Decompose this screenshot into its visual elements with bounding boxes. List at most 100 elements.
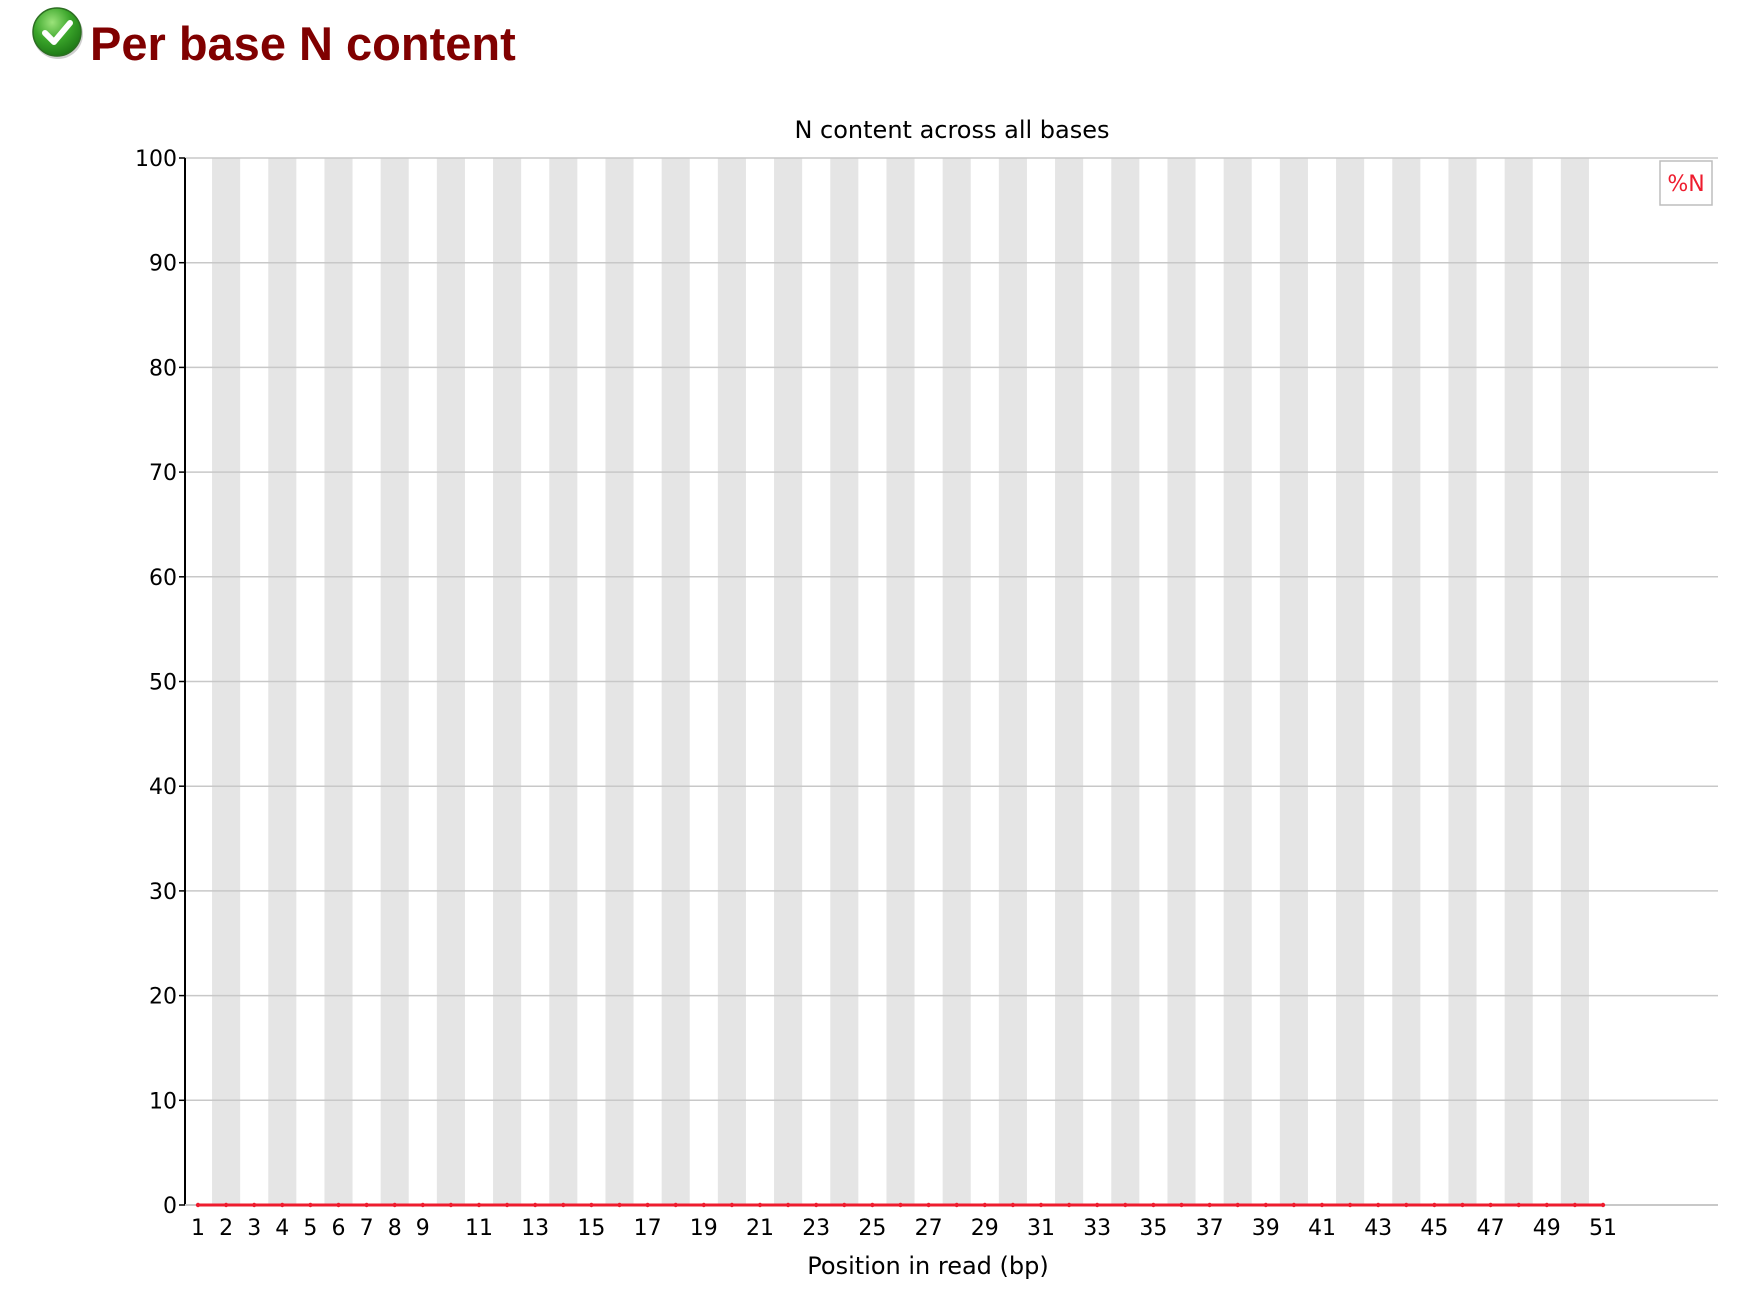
x-tick-label-5: 5 bbox=[303, 1216, 317, 1241]
x-tick-label-23: 23 bbox=[802, 1216, 830, 1241]
legend-label-n: %N bbox=[1667, 172, 1704, 197]
x-tick-label-13: 13 bbox=[521, 1216, 549, 1241]
y-tick-label-70: 70 bbox=[149, 461, 177, 486]
module-header: Per base N content bbox=[32, 6, 516, 76]
x-tick-label-2: 2 bbox=[219, 1216, 233, 1241]
data-point-17 bbox=[645, 1202, 650, 1208]
data-point-2 bbox=[223, 1202, 229, 1208]
x-axis-label: Position in read (bp) bbox=[807, 1252, 1048, 1280]
data-point-32 bbox=[1066, 1202, 1072, 1208]
x-tick-label-43: 43 bbox=[1364, 1216, 1392, 1241]
chart-container: 0 10 20 30 40 50 60 70 80 90 100 1 2 3 4 5 6 7 8 9 11 13 15 17… bbox=[0, 100, 1742, 1300]
data-point-6 bbox=[336, 1202, 341, 1208]
x-tick-label-33: 33 bbox=[1083, 1216, 1111, 1241]
x-tick-label-7: 7 bbox=[360, 1216, 374, 1241]
x-tick-label-45: 45 bbox=[1420, 1216, 1448, 1241]
data-point-31 bbox=[1038, 1202, 1044, 1208]
series-layer bbox=[195, 1202, 1606, 1208]
data-point-4 bbox=[280, 1202, 285, 1208]
data-point-20 bbox=[729, 1202, 735, 1208]
y-tick-label-50: 50 bbox=[149, 671, 177, 696]
x-tick-labels: 1 2 3 4 5 6 7 8 9 11 13 15 17 19 21 23 25 27 29 31 33 35 37 39 4… bbox=[191, 1216, 1617, 1241]
data-point-44 bbox=[1404, 1202, 1409, 1208]
data-point-10 bbox=[448, 1202, 454, 1208]
x-tick-label-49: 49 bbox=[1533, 1216, 1561, 1241]
x-tick-label-29: 29 bbox=[971, 1216, 999, 1241]
y-tick-label-60: 60 bbox=[149, 566, 177, 591]
x-tick-label-11: 11 bbox=[465, 1216, 493, 1241]
legend: %N bbox=[1659, 160, 1713, 206]
x-tick-label-37: 37 bbox=[1196, 1216, 1224, 1241]
x-tick-label-1: 1 bbox=[191, 1216, 205, 1241]
data-point-23 bbox=[814, 1202, 819, 1208]
check-circle-icon bbox=[32, 7, 83, 59]
data-point-5 bbox=[308, 1202, 313, 1208]
x-tick-label-19: 19 bbox=[690, 1216, 718, 1241]
x-tick-label-31: 31 bbox=[1027, 1216, 1055, 1241]
data-point-13 bbox=[533, 1202, 538, 1208]
y-tick-label-100: 100 bbox=[135, 147, 177, 172]
x-tick-label-35: 35 bbox=[1139, 1216, 1167, 1241]
data-point-33 bbox=[1095, 1202, 1100, 1208]
x-tick-label-47: 47 bbox=[1477, 1216, 1505, 1241]
x-tick-label-39: 39 bbox=[1252, 1216, 1280, 1241]
data-point-47 bbox=[1488, 1202, 1493, 1208]
x-tick-label-21: 21 bbox=[746, 1216, 774, 1241]
data-point-26 bbox=[898, 1202, 903, 1208]
x-tick-label-27: 27 bbox=[915, 1216, 943, 1241]
page-title: Per base N content bbox=[90, 17, 516, 70]
data-point-45 bbox=[1432, 1202, 1437, 1208]
data-point-16 bbox=[617, 1202, 622, 1208]
data-point-18 bbox=[673, 1202, 678, 1208]
data-point-1 bbox=[195, 1202, 201, 1208]
chart-title: N content across all bases bbox=[794, 116, 1109, 144]
data-point-12 bbox=[504, 1202, 510, 1208]
legend-box bbox=[1659, 160, 1713, 206]
y-tick-label-90: 90 bbox=[149, 252, 177, 277]
data-point-35 bbox=[1151, 1202, 1156, 1208]
x-tick-label-3: 3 bbox=[247, 1216, 261, 1241]
x-tick-label-51: 51 bbox=[1589, 1216, 1617, 1241]
data-point-49 bbox=[1544, 1202, 1550, 1208]
data-point-3 bbox=[252, 1202, 257, 1208]
x-tick-label-9: 9 bbox=[416, 1216, 430, 1241]
x-tick-label-25: 25 bbox=[858, 1216, 886, 1241]
y-tick-label-30: 30 bbox=[149, 880, 177, 905]
data-point-24 bbox=[842, 1202, 847, 1208]
data-point-25 bbox=[870, 1202, 875, 1208]
data-point-9 bbox=[420, 1202, 425, 1208]
data-point-8 bbox=[392, 1202, 397, 1208]
y-tick-label-20: 20 bbox=[149, 985, 177, 1010]
data-point-43 bbox=[1376, 1202, 1381, 1208]
data-point-46 bbox=[1460, 1202, 1465, 1208]
y-tick-label-80: 80 bbox=[149, 356, 177, 381]
data-point-21 bbox=[757, 1202, 763, 1208]
x-tick-label-8: 8 bbox=[388, 1216, 402, 1241]
x-tick-label-4: 4 bbox=[275, 1216, 289, 1241]
data-point-40 bbox=[1291, 1202, 1297, 1208]
y-tick-label-0: 0 bbox=[163, 1194, 177, 1219]
x-tick-label-17: 17 bbox=[634, 1216, 662, 1241]
data-point-38 bbox=[1235, 1202, 1240, 1208]
data-point-29 bbox=[982, 1202, 987, 1208]
y-tick-label-40: 40 bbox=[149, 775, 177, 800]
x-tick-label-15: 15 bbox=[577, 1216, 605, 1241]
y-tick-label-10: 10 bbox=[149, 1089, 177, 1114]
data-point-30 bbox=[1010, 1202, 1016, 1208]
data-point-39 bbox=[1263, 1202, 1269, 1208]
data-point-15 bbox=[589, 1202, 594, 1208]
data-point-22 bbox=[785, 1202, 791, 1208]
x-tick-label-41: 41 bbox=[1308, 1216, 1336, 1241]
data-point-11 bbox=[476, 1202, 482, 1208]
data-point-41 bbox=[1319, 1202, 1325, 1208]
x-tick-label-6: 6 bbox=[332, 1216, 346, 1241]
data-point-48 bbox=[1516, 1202, 1521, 1208]
y-tick-labels: 0 10 20 30 40 50 60 70 80 90 100 bbox=[135, 147, 185, 1219]
data-point-37 bbox=[1207, 1202, 1212, 1208]
data-point-34 bbox=[1123, 1202, 1128, 1208]
data-point-28 bbox=[954, 1202, 959, 1208]
data-point-42 bbox=[1347, 1202, 1353, 1208]
data-point-19 bbox=[701, 1202, 706, 1208]
